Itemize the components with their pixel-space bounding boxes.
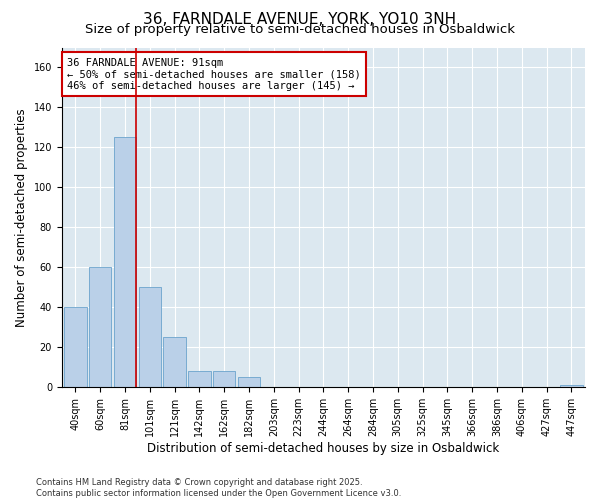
Bar [139,288,161,388]
Bar [163,338,186,388]
Text: 36, FARNDALE AVENUE, YORK, YO10 3NH: 36, FARNDALE AVENUE, YORK, YO10 3NH [143,12,457,28]
Y-axis label: Number of semi-detached properties: Number of semi-detached properties [15,108,28,326]
Bar [213,372,235,388]
Bar [114,138,136,388]
Bar [560,386,583,388]
Bar [188,372,211,388]
Text: 36 FARNDALE AVENUE: 91sqm
← 50% of semi-detached houses are smaller (158)
46% of: 36 FARNDALE AVENUE: 91sqm ← 50% of semi-… [67,58,361,91]
Text: Size of property relative to semi-detached houses in Osbaldwick: Size of property relative to semi-detach… [85,22,515,36]
X-axis label: Distribution of semi-detached houses by size in Osbaldwick: Distribution of semi-detached houses by … [147,442,500,455]
Text: Contains HM Land Registry data © Crown copyright and database right 2025.
Contai: Contains HM Land Registry data © Crown c… [36,478,401,498]
Bar [64,308,86,388]
Bar [89,268,112,388]
Bar [238,378,260,388]
